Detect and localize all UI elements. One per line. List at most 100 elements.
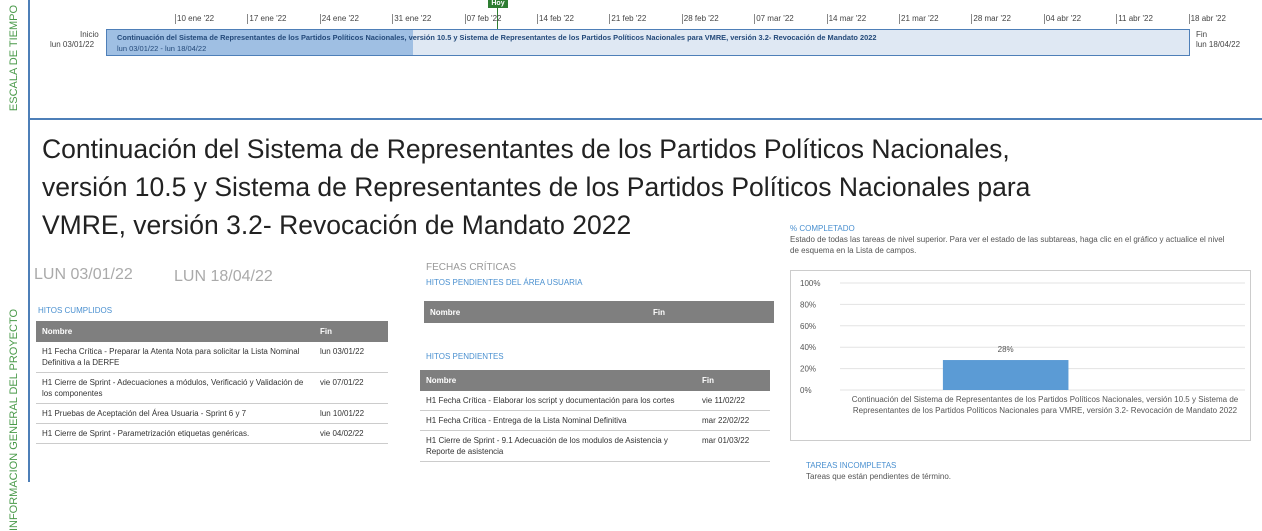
date-label: 21 feb '22 bbox=[611, 14, 647, 23]
row: H1 Fecha Crítica - Elaborar los script y… bbox=[420, 391, 770, 411]
row: H1 Cierre de Sprint - Parametrización et… bbox=[36, 423, 388, 444]
section-title: HITOS PENDIENTES bbox=[426, 352, 504, 361]
y-tick-label: 80% bbox=[800, 300, 816, 309]
overview-side: INFORMACION GENERAL DEL PROYECTO bbox=[0, 120, 30, 531]
section-title: HITOS CUMPLIDOS bbox=[38, 306, 113, 315]
cell: vie 11/02/22 bbox=[696, 391, 770, 411]
cell: vie 07/01/22 bbox=[314, 372, 388, 404]
date-label: 14 mar '22 bbox=[828, 14, 867, 23]
y-tick-label: 40% bbox=[800, 343, 816, 352]
today-line bbox=[497, 8, 498, 32]
row: H1 Fecha Crítica - Entrega de la Lista N… bbox=[420, 410, 770, 431]
tick bbox=[175, 14, 176, 24]
tick bbox=[319, 14, 321, 24]
divider bbox=[28, 118, 1262, 120]
cell: vie 04/02/22 bbox=[314, 423, 388, 444]
table: Nombre Fin H1 Fecha Crítica - Elaborar lo… bbox=[420, 370, 770, 462]
section-title: FECHAS CRÍTICAS bbox=[426, 262, 517, 273]
x-tick-label: Continuación del Sistema de Representant… bbox=[851, 395, 1239, 415]
cell: H1 Cierre de Sprint - 9.1 Adecuación de … bbox=[420, 430, 696, 462]
description: Tareas que están pendientes de término. bbox=[806, 472, 951, 481]
cell: H1 Fecha Crítica - Elaborar los script y… bbox=[420, 391, 696, 411]
y-tick-label: 20% bbox=[800, 365, 816, 374]
cell: H1 Cierre de Sprint - Parametrización et… bbox=[36, 423, 314, 444]
progress bbox=[107, 30, 413, 55]
header: Fin bbox=[647, 301, 774, 323]
cell: lun 03/01/22 bbox=[314, 342, 388, 373]
section-title: % COMPLETADO bbox=[790, 224, 855, 233]
cell: lun 10/01/22 bbox=[314, 403, 388, 424]
bar-dates: lun 03/01/22 - lun 18/04/22 bbox=[117, 44, 207, 53]
header: Nombre bbox=[424, 301, 647, 323]
x-tick-label-box: Continuación del Sistema de Representant… bbox=[851, 395, 1239, 415]
date-label: 10 ene '22 bbox=[177, 14, 215, 23]
side-label: INFORMACION GENERAL DEL PROYECTO bbox=[8, 308, 20, 531]
row: H1 Pruebas de Aceptación del Área Usuari… bbox=[36, 403, 388, 424]
date-label: 18 abr '22 bbox=[1190, 14, 1226, 23]
today-marker: Hoy bbox=[488, 0, 508, 8]
bar-title: Continuación del Sistema de Representant… bbox=[117, 33, 877, 42]
cell: H1 Fecha Crítica - Entrega de la Lista N… bbox=[420, 410, 696, 431]
data-label: 28% bbox=[998, 345, 1014, 354]
tick bbox=[971, 14, 973, 24]
date-label: 04 abr '22 bbox=[1045, 14, 1082, 23]
chart: 0% 20% 40% 60% 80% 100% 28% Continuación del Si… bbox=[790, 270, 1251, 441]
tick bbox=[609, 14, 611, 24]
section-title: TAREAS INCOMPLETAS bbox=[806, 461, 897, 470]
start: LUN 03/01/22 bbox=[34, 266, 133, 283]
tick bbox=[537, 14, 538, 24]
date-label: 28 feb '22 bbox=[683, 14, 719, 23]
row: H1 Cierre de Sprint - Adecuaciones a mód… bbox=[36, 372, 388, 404]
tick bbox=[1043, 14, 1045, 24]
tick bbox=[1188, 14, 1190, 24]
row: H1 Cierre de Sprint - 9.1 Adecuación de … bbox=[420, 430, 770, 462]
timeline-side: ESCALA DE TIEMPO bbox=[0, 0, 30, 118]
tick bbox=[826, 14, 828, 24]
title-line: Continuación del Sistema de Representant… bbox=[42, 134, 1010, 164]
table: Nombre Fin bbox=[424, 301, 774, 323]
title-line: versión 10.5 y Sistema de Representantes… bbox=[42, 172, 1031, 202]
tick bbox=[754, 14, 756, 24]
timeline-bar: Continuación del Sistema de Representant… bbox=[106, 29, 1190, 56]
tick bbox=[1116, 14, 1118, 24]
tick bbox=[899, 14, 900, 24]
date-label: 28 mar '22 bbox=[973, 14, 1011, 23]
y-tick-label: 60% bbox=[800, 322, 816, 331]
tick bbox=[464, 14, 466, 24]
cell: mar 22/02/22 bbox=[696, 410, 770, 431]
header: Nombre bbox=[36, 321, 314, 342]
start-label: Inicio bbox=[80, 30, 99, 39]
header: Fin bbox=[314, 321, 388, 342]
date-label: 14 feb '22 bbox=[539, 14, 574, 23]
finish: LUN 18/04/22 bbox=[174, 268, 273, 285]
date-label: 11 abr '22 bbox=[1118, 14, 1153, 23]
cell: H1 Cierre de Sprint - Adecuaciones a mód… bbox=[36, 372, 314, 404]
date-label: 24 ene '22 bbox=[321, 14, 359, 23]
end-label: Fin bbox=[1196, 30, 1208, 39]
section-title: HITOS PENDIENTES DEL ÁREA USUARIA bbox=[426, 278, 583, 287]
date-label: 31 ene '22 bbox=[394, 14, 432, 23]
chart-frame bbox=[790, 270, 1251, 441]
y-tick-label: 100% bbox=[800, 279, 820, 288]
project-title: Continuación del Sistema de Representant… bbox=[42, 130, 1030, 244]
tick bbox=[392, 14, 394, 24]
end-date: lun 18/04/22 bbox=[1196, 40, 1241, 49]
header: Fin bbox=[696, 370, 770, 391]
bar bbox=[942, 360, 1069, 390]
date-label: 17 ene '22 bbox=[249, 14, 287, 23]
cell: H1 Pruebas de Aceptación del Área Usuari… bbox=[36, 403, 314, 424]
y-tick-label: 0% bbox=[800, 386, 812, 395]
date-label: 07 feb '22 bbox=[466, 14, 502, 23]
date-label: 07 mar '22 bbox=[756, 14, 794, 23]
tick bbox=[681, 14, 683, 24]
description: Estado de todas las tareas de nivel supe… bbox=[790, 235, 1225, 255]
header: Nombre bbox=[420, 370, 696, 391]
cell: mar 01/03/22 bbox=[696, 430, 770, 462]
table: Nombre Fin H1 Fecha Crítica - Preparar la… bbox=[36, 321, 388, 444]
date-label: 21 mar '22 bbox=[901, 14, 939, 23]
cell: H1 Fecha Crítica - Preparar la Atenta No… bbox=[36, 342, 314, 373]
row: H1 Fecha Crítica - Preparar la Atenta No… bbox=[36, 342, 388, 373]
start-date: lun 03/01/22 bbox=[50, 40, 95, 49]
tick bbox=[247, 14, 249, 24]
